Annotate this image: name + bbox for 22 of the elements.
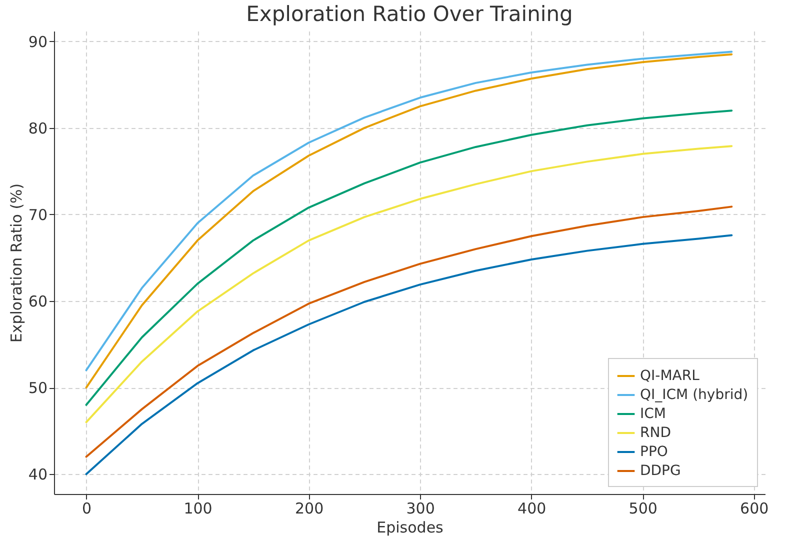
x-tick-label: 0 <box>82 500 92 518</box>
x-tick-label: 400 <box>518 500 546 518</box>
x-tick-label: 500 <box>628 500 658 518</box>
y-tick-label: 90 <box>28 32 48 51</box>
y-axis-title: Exploration Ratio (%) <box>7 183 26 343</box>
y-tick-label: 70 <box>28 206 48 224</box>
x-axis-title: Episodes <box>376 518 444 536</box>
y-tick-label: 60 <box>28 292 48 311</box>
legend-label: QI-MARL <box>640 368 700 384</box>
y-tick-label: 40 <box>28 466 48 484</box>
legend-label: DDPG <box>640 463 681 479</box>
x-tick-label: 300 <box>406 500 435 518</box>
legend-label: PPO <box>640 444 668 460</box>
y-tick-label: 80 <box>28 119 48 138</box>
legend-label: ICM <box>640 406 666 422</box>
legend-label: RND <box>640 425 671 441</box>
x-tick-label: 100 <box>184 500 212 518</box>
chart-title: Exploration Ratio Over Training <box>246 2 573 26</box>
x-tick-label: 600 <box>740 500 769 518</box>
x-tick-label: 200 <box>294 500 324 518</box>
legend-label: QI_ICM (hybrid) <box>640 387 748 403</box>
y-tick-label: 50 <box>28 379 48 398</box>
